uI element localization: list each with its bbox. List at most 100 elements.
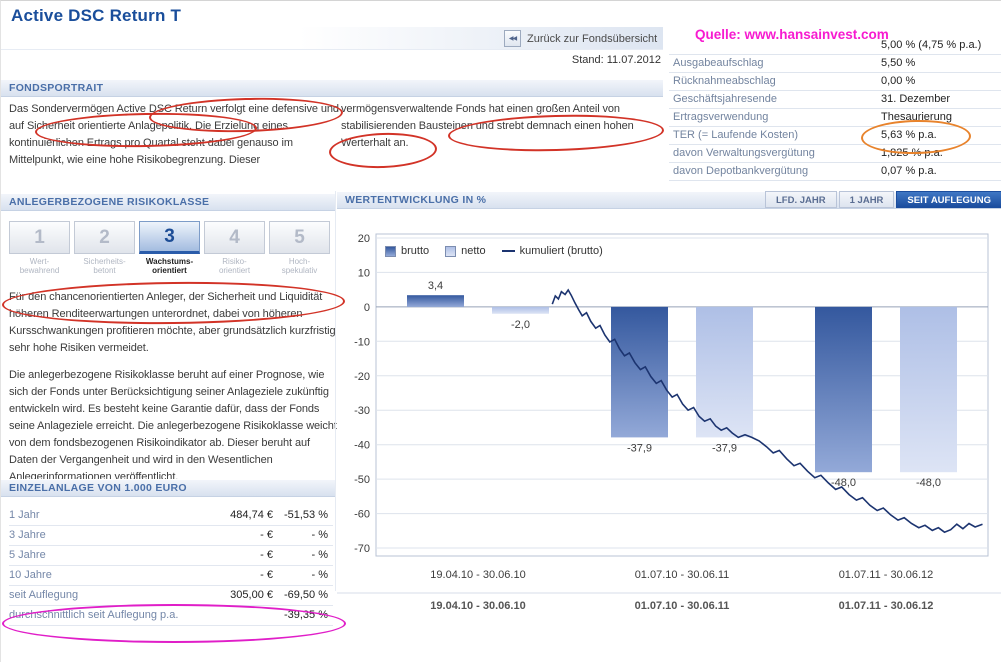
- y-tick-label: -30: [354, 405, 370, 417]
- risk-class-number: 4: [204, 221, 265, 254]
- section-header-einzelanlage: EINZELANLAGE VON 1.000 EURO: [1, 479, 336, 497]
- performance-period-tabs: LFD. JAHR 1 JAHR SEIT AUFLEGUNG: [763, 191, 1001, 208]
- fund-info-row: TER (= Laufende Kosten) 5,63 % p.a.: [669, 127, 1001, 145]
- section-header-fondsportrait: FONDSPORTRAIT: [1, 79, 663, 97]
- legend-label: netto: [461, 245, 486, 257]
- fund-info-table: 5,00 % (4,75 % p.a.) Ausgabeaufschlag 5,5…: [669, 37, 1001, 181]
- back-to-fund-overview-button[interactable]: ◀◀ Zurück zur Fondsübersicht: [504, 30, 657, 47]
- single-investment-row: 3 Jahre - € - %: [9, 526, 333, 546]
- risk-class-1: 1 Wert-bewahrend: [9, 221, 70, 275]
- risk-class-caption: Hoch-spekulativ: [269, 257, 330, 275]
- bar-value-label: -2,0: [511, 319, 530, 331]
- fund-info-row-value: 1,825 % p.a.: [881, 147, 943, 159]
- fund-info-row: Ausgabeaufschlag 5,50 %: [669, 55, 1001, 73]
- legend-item: brutto: [385, 245, 429, 257]
- x-axis-label-row2: 01.07.11 - 30.06.12: [839, 600, 934, 612]
- fund-info-row-value: 31. Dezember: [881, 93, 951, 105]
- single-investment-row-label: 3 Jahre: [9, 529, 46, 541]
- bar-value-label: 3,4: [428, 280, 443, 292]
- risk-caption-line1: Hoch-: [288, 257, 311, 266]
- x-axis-label: 19.04.10 - 30.06.10: [430, 569, 525, 581]
- single-investment-row-label: 1 Jahr: [9, 509, 40, 521]
- risk-class-number: 1: [9, 221, 70, 254]
- crop-mask: [337, 613, 1001, 662]
- fund-info-row-label: davon Verwaltungsvergütung: [673, 147, 815, 159]
- back-button-label: Zurück zur Fondsübersicht: [527, 32, 658, 45]
- legend-swatch-netto-icon: [445, 245, 457, 257]
- fund-info-row: davon Verwaltungsvergütung 1,825 % p.a.: [669, 145, 1001, 163]
- single-investment-row: seit Auflegung 305,00 € -69,50 %: [9, 586, 333, 606]
- y-tick-label: -60: [354, 509, 370, 521]
- y-tick-label: -50: [354, 474, 370, 486]
- fund-info-row-value: 5,63 % p.a.: [881, 129, 937, 141]
- single-investment-row-percent: -39,35 %: [283, 609, 328, 621]
- single-investment-row: 10 Jahre - € - %: [9, 566, 333, 586]
- performance-chart: 20 10 0 -10 -20 -30 -40 -50 -60 -70 3,4 -2,0 19.04.1…: [337, 209, 1001, 662]
- legend-swatch-brutto-icon: [385, 245, 396, 257]
- bar-brutto: [611, 306, 668, 438]
- x-axis-label: 01.07.10 - 30.06.11: [635, 569, 730, 581]
- risk-caption-line2: bewahrend: [19, 266, 60, 275]
- fund-info-row-value: 5,50 %: [881, 57, 916, 69]
- risk-class-caption: Wachstums-orientiert: [139, 257, 200, 275]
- fund-info-row-label: TER (= Laufende Kosten): [673, 129, 799, 141]
- risk-class-2: 2 Sicherheits-betont: [74, 221, 135, 275]
- x-axis-label: 01.07.11 - 30.06.12: [839, 569, 934, 581]
- risk-class-5: 5 Hoch-spekulativ: [269, 221, 330, 275]
- risk-caption-line2: orientiert: [152, 266, 187, 275]
- y-tick-label: 20: [358, 233, 370, 245]
- fund-info-row-label: Rücknahmeabschlag: [673, 75, 776, 87]
- single-investment-row-percent: - %: [311, 569, 329, 581]
- risk-class-4: 4 Risiko-orientiert: [204, 221, 265, 275]
- y-tick-label: -40: [354, 440, 370, 452]
- fund-info-row-label: Ausgabeaufschlag: [673, 57, 764, 69]
- tab-seit-auflegung[interactable]: SEIT AUFLEGUNG: [896, 191, 1001, 208]
- y-tick-label: 0: [364, 302, 370, 314]
- single-investment-row-amount: - €: [260, 549, 273, 561]
- risk-class-3: 3 Wachstums-orientiert: [139, 221, 200, 275]
- bar-netto: [492, 306, 549, 314]
- risk-class-number: 5: [269, 221, 330, 254]
- back-arrows-icon: ◀◀: [504, 30, 521, 47]
- legend-label: brutto: [401, 245, 430, 257]
- fund-info-rows: Ausgabeaufschlag 5,50 % Rücknahmeabschlag 0…: [669, 55, 1001, 181]
- x-axis-label-row2: 01.07.10 - 30.06.11: [635, 600, 730, 612]
- bar-value-label: -37,9: [627, 442, 652, 454]
- section-header-risikoklasse: ANLEGERBEZOGENE RISIKOKLASSE: [1, 193, 336, 211]
- bar-netto: [696, 306, 753, 438]
- fund-info-partial-row: 5,00 % (4,75 % p.a.): [669, 37, 1001, 55]
- tab-lfd-jahr[interactable]: LFD. JAHR: [765, 191, 837, 208]
- fund-info-row-label: davon Depotbankvergütung: [673, 165, 809, 177]
- single-investment-row-percent: - %: [311, 549, 329, 561]
- fund-info-row: davon Depotbankvergütung 0,07 % p.a.: [669, 163, 1001, 181]
- fund-info-row-value: Thesaurierung: [881, 111, 952, 123]
- single-investment-row-percent: -51,53 %: [283, 509, 328, 521]
- legend-item: netto: [445, 245, 486, 257]
- fondsportrait-text-right: vermögensverwaltende Fonds hat einen gro…: [341, 103, 634, 149]
- risk-caption-line2: betont: [93, 266, 116, 275]
- single-investment-row: 1 Jahr 484,74 € -51,53 %: [9, 506, 333, 526]
- risk-class-number: 3: [139, 221, 200, 254]
- fund-info-row-label: Geschäftsjahresende: [673, 93, 777, 105]
- bar-value-label: -37,9: [712, 442, 737, 454]
- fund-info-row: Rücknahmeabschlag 0,00 %: [669, 73, 1001, 91]
- fund-info-row: Ertragsverwendung Thesaurierung: [669, 109, 1001, 127]
- fund-info-row-value: 0,07 % p.a.: [881, 165, 937, 177]
- source-note: Quelle: www.hansainvest.com: [695, 27, 889, 42]
- single-investment-row-amount: - €: [260, 529, 273, 541]
- tab-1-jahr[interactable]: 1 JAHR: [838, 191, 895, 208]
- y-tick-label: -10: [354, 336, 370, 348]
- risk-caption-line1: Risiko-: [222, 257, 247, 266]
- risk-paragraph-1: Für den chancenorientierten Anleger, der…: [9, 291, 336, 354]
- single-investment-row: 5 Jahre - € - %: [9, 546, 333, 566]
- fund-info-row-value: 5,00 % (4,75 % p.a.): [881, 39, 982, 51]
- risk-caption-line1: Wachstums-: [145, 257, 194, 266]
- single-investment-row-label: 10 Jahre: [9, 569, 52, 581]
- single-investment-row-amount: 484,74 €: [230, 509, 273, 521]
- risk-class-caption: Wert-bewahrend: [9, 257, 70, 275]
- risk-class-caption: Risiko-orientiert: [204, 257, 265, 275]
- legend-line-icon: [501, 250, 515, 252]
- risk-caption-line1: Wert-: [29, 257, 50, 266]
- risk-paragraph-2: Die anlegerbezogene Risikoklasse beruht …: [9, 369, 337, 483]
